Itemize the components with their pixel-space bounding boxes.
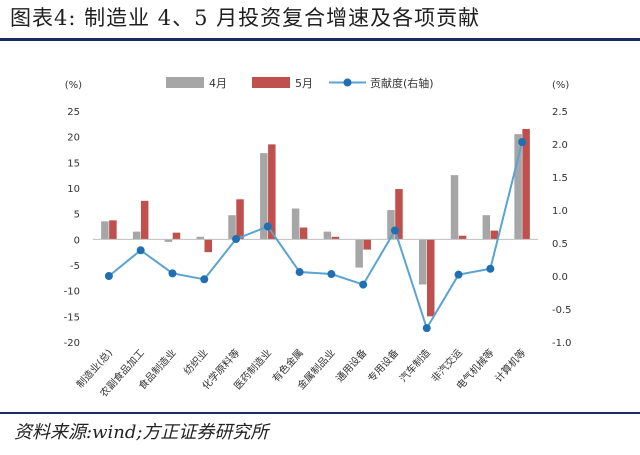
category-label: 纺织业 <box>181 346 211 377</box>
bar-may <box>109 220 117 240</box>
category-label: 专用设备 <box>365 346 401 384</box>
contribution-point <box>104 272 113 280</box>
bar-may <box>458 235 467 240</box>
left-tick-label: 10 <box>67 184 80 195</box>
legend-marker-contribution <box>343 78 352 87</box>
right-tick-label: 1.5 <box>552 173 568 184</box>
contribution-point <box>327 270 336 279</box>
bar-apr <box>323 231 332 240</box>
bar-may <box>395 189 403 240</box>
left-axis-unit: (%) <box>65 80 82 91</box>
contribution-point <box>422 324 431 333</box>
category-label: 计算机等 <box>492 346 528 384</box>
bar-apr <box>514 134 522 240</box>
legend: 4月 5月 贡献度(右轴) <box>166 76 434 90</box>
bar-may <box>236 199 244 240</box>
contribution-point <box>454 270 463 279</box>
bar-apr <box>260 153 268 240</box>
right-tick-label: 2.5 <box>552 107 568 118</box>
right-tick-label: -0.5 <box>552 305 572 316</box>
contribution-point <box>359 280 368 289</box>
left-tick-label: -20 <box>64 338 80 349</box>
bar-apr <box>419 239 427 285</box>
bar-apr <box>132 231 141 240</box>
right-tick-label: -1.0 <box>552 338 572 349</box>
bar-apr <box>291 208 300 240</box>
source-note: 资料来源:wind;方正证券研究所 <box>14 422 269 443</box>
contribution-point <box>200 275 209 284</box>
legend-swatch-apr <box>166 77 204 88</box>
bar-apr <box>228 215 236 240</box>
bar-may <box>268 144 276 240</box>
bar-may <box>140 200 149 240</box>
left-tick-label: -5 <box>70 261 80 272</box>
bar-apr <box>355 239 363 268</box>
contribution-point <box>136 246 145 255</box>
category-label: 通用设备 <box>333 346 369 384</box>
chart-title: 图表4: 制造业 4、5 月投资复合增速及各项贡献 <box>10 6 481 30</box>
bar-may <box>363 239 371 250</box>
bar-apr <box>164 239 173 242</box>
bottom-divider <box>0 412 640 414</box>
contribution-point <box>263 222 272 231</box>
bars <box>101 128 530 317</box>
bar-apr <box>196 236 204 240</box>
bar-apr <box>387 210 395 240</box>
right-tick-label: 1.0 <box>552 206 568 217</box>
left-tick-label: -10 <box>64 287 80 298</box>
bar-may <box>299 227 308 240</box>
bar-may <box>427 239 435 317</box>
left-tick-label: -15 <box>64 312 80 323</box>
contribution-point <box>295 268 304 277</box>
bar-may <box>172 232 181 240</box>
contribution-point <box>168 269 177 278</box>
contribution-point <box>390 226 399 235</box>
left-tick-label: 25 <box>67 107 80 118</box>
top-divider <box>0 38 640 41</box>
bar-may <box>490 230 499 240</box>
contribution-polyline <box>108 141 524 331</box>
left-tick-label: 15 <box>67 158 80 169</box>
legend-label-apr: 4月 <box>209 77 227 90</box>
bar-may <box>522 128 530 240</box>
category-label: 汽车制造 <box>397 346 433 384</box>
contribution-point <box>486 264 495 273</box>
right-axis-unit: (%) <box>552 80 569 91</box>
left-tick-label: 0 <box>74 235 80 246</box>
right-axis: (%) -1.0 -0.5 0.0 0.5 1.0 1.5 2.0 2.5 <box>552 80 572 349</box>
contribution-point <box>518 138 527 147</box>
legend-swatch-may <box>252 77 290 88</box>
right-tick-label: 2.0 <box>552 140 568 151</box>
bar-may <box>204 239 212 253</box>
contribution-line <box>104 138 527 333</box>
bar-apr <box>101 221 109 240</box>
left-tick-label: 5 <box>74 210 80 221</box>
bar-apr <box>482 215 491 240</box>
left-axis: (%) -20 -15 -10 -5 0 5 10 15 20 25 <box>64 80 82 349</box>
left-tick-label: 20 <box>67 133 80 144</box>
bar-may <box>331 236 340 240</box>
legend-label-contribution: 贡献度(右轴) <box>370 76 434 90</box>
right-tick-label: 0.5 <box>552 239 568 250</box>
bar-apr <box>450 175 459 240</box>
right-tick-label: 0.0 <box>552 272 568 283</box>
contribution-point <box>232 235 241 244</box>
chart: (%) -20 -15 -10 -5 0 5 10 15 20 25 (%) -1.0 -0.5 0.0 0… <box>64 76 572 400</box>
legend-label-may: 5月 <box>295 77 313 90</box>
